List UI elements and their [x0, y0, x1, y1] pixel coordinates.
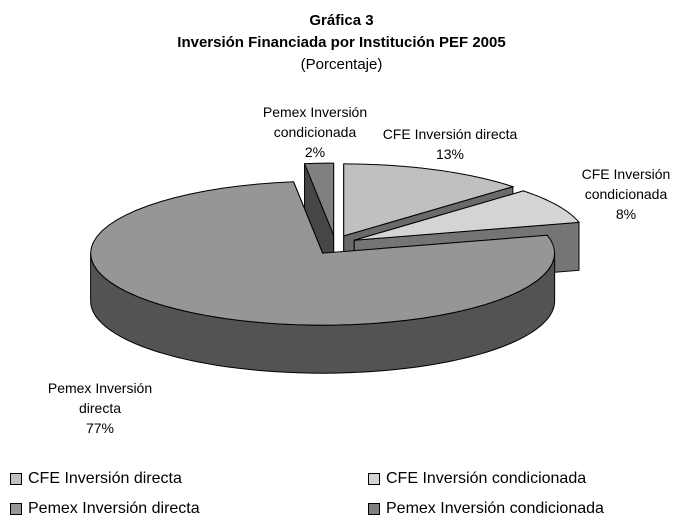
- label-value: 13%: [435, 146, 465, 162]
- label-value: 8%: [615, 206, 637, 222]
- legend-swatch: [368, 473, 380, 485]
- data-label: Pemex Inversión directa 77%: [30, 378, 170, 438]
- legend-label: CFE Inversión directa: [28, 470, 182, 487]
- label-value: 2%: [304, 144, 326, 160]
- legend-swatch: [368, 503, 380, 515]
- slice: [354, 190, 580, 241]
- legend-item: CFE Inversión directa: [10, 470, 182, 488]
- legend-item: CFE Inversión condicionada: [368, 470, 586, 488]
- label-value: 77%: [85, 420, 115, 436]
- legend-label: CFE Inversión condicionada: [386, 470, 587, 487]
- legend-label: Pemex Inversión condicionada: [386, 500, 604, 517]
- legend-swatch: [10, 503, 22, 515]
- label-name: Pemex Inversión condicionada: [262, 104, 368, 140]
- data-label: CFE Inversión condicionada 8%: [556, 164, 683, 224]
- slice: [303, 162, 335, 236]
- data-label: CFE Inversión directa 13%: [380, 124, 520, 164]
- legend-item: Pemex Inversión condicionada: [368, 500, 604, 518]
- data-label: Pemex Inversión condicionada 2%: [245, 102, 385, 162]
- legend-label: Pemex Inversión directa: [28, 500, 200, 517]
- chart-subtitle: Inversión Financiada por Institución PEF…: [177, 34, 506, 51]
- label-name: CFE Inversión condicionada: [581, 166, 671, 202]
- label-name: Pemex Inversión directa: [47, 380, 153, 416]
- slice: [343, 163, 515, 237]
- legend-swatch: [10, 473, 22, 485]
- label-name: CFE Inversión directa: [382, 126, 518, 142]
- chart-title: Gráfica 3: [309, 12, 374, 29]
- unit-label: (Porcentaje): [300, 56, 383, 73]
- legend-item: Pemex Inversión directa: [10, 500, 200, 518]
- slice: [90, 181, 556, 326]
